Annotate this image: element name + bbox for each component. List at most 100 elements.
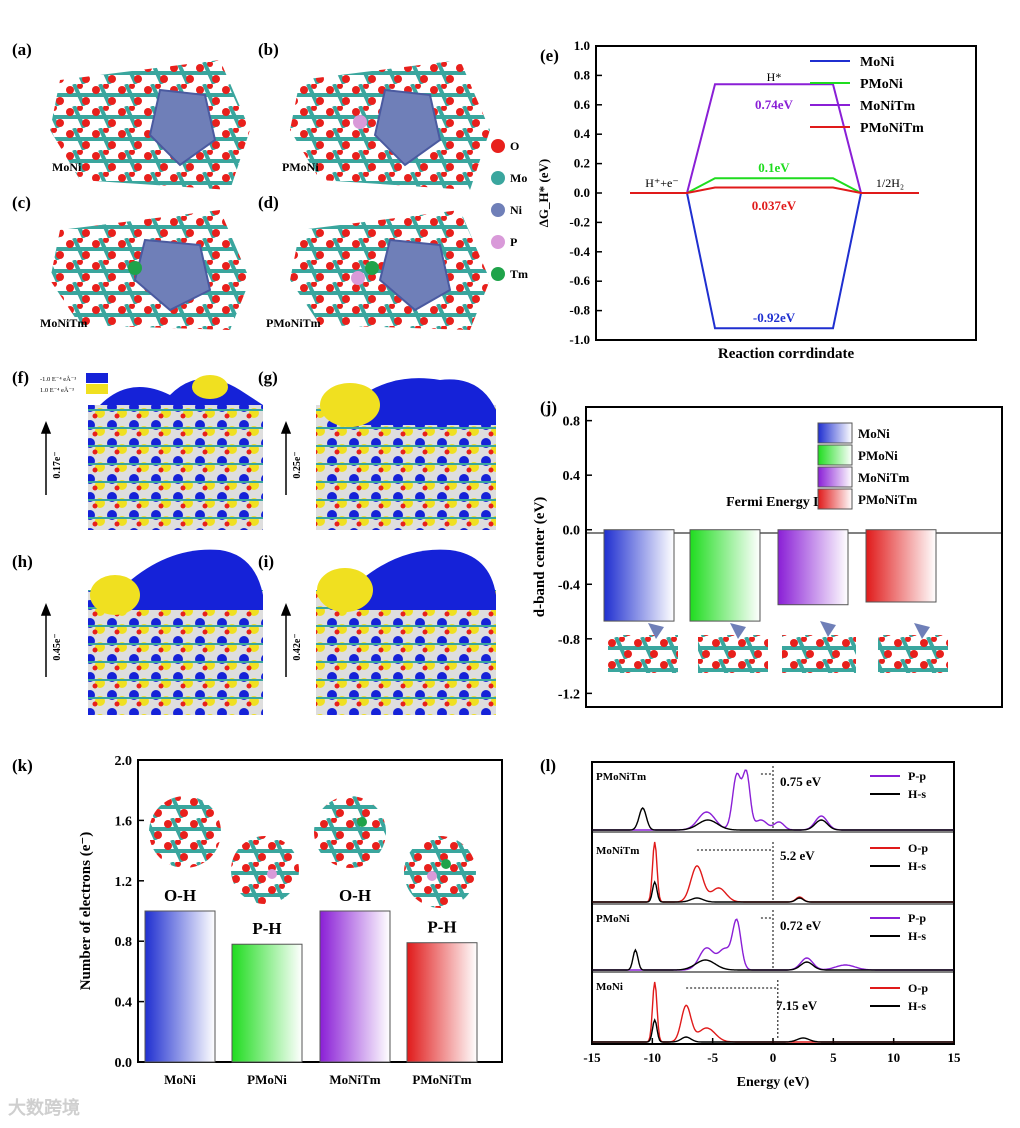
charge-f: 0.17e⁻ <box>52 451 63 478</box>
atom-label-tm: Tm <box>510 267 528 281</box>
structure-name-b: PMoNi <box>282 160 319 174</box>
k-bond-label: O-H <box>339 886 371 905</box>
watermark: 大数跨境 <box>8 1098 80 1119</box>
k-bond-label: P-H <box>427 918 456 937</box>
l-xtick-label: 0 <box>770 1050 777 1065</box>
j-structure-images <box>608 621 948 673</box>
l-xtick-label: -5 <box>707 1050 718 1065</box>
k-ytick-label: 1.2 <box>115 875 133 890</box>
l-name-monitm: MoNiTm <box>596 845 639 857</box>
e-label-monitm: 0.74eV <box>755 97 794 112</box>
j-legend: MoNi PMoNi MoNiTm PMoNiTm <box>817 422 917 510</box>
l-legends: P-p H-s O-p H-s P-p H-s O-p H-s <box>870 769 928 1013</box>
panel-label-f: (f) <box>12 368 29 387</box>
charge-density-art: 0.17e⁻ 0.25e⁻ 0.45e⁻ 0.42e⁻ -1.0 E⁻⁴ eÅ⁻… <box>40 373 496 715</box>
f-legend-pos: 1.0 E⁻⁴ eÅ⁻³ <box>40 386 74 394</box>
k-bar-pmonitm <box>406 942 478 1063</box>
panel-label-l: (l) <box>540 756 557 775</box>
e-xlabel: Reaction corrdindate <box>718 346 855 362</box>
k-bond-label: O-H <box>164 886 196 905</box>
panel-label-k: (k) <box>12 756 33 775</box>
l-curve-pmonitm-h <box>592 807 954 831</box>
ni-cluster-a <box>148 88 217 167</box>
e-state-right: 1/2H₂ <box>876 176 904 190</box>
j-bar-pmoni <box>689 529 761 622</box>
l-name-pmoni: PMoNi <box>596 913 630 925</box>
e-ytick-label: -0.2 <box>569 214 590 229</box>
e-label-moni: -0.92eV <box>753 310 796 325</box>
e-ytick-label: -0.8 <box>569 303 590 318</box>
e-ytick-label: 0.2 <box>574 156 590 171</box>
l-curve-pmoni-h <box>592 948 954 971</box>
panel-label-e: (e) <box>540 46 559 65</box>
atom-label-p: P <box>510 235 518 249</box>
e-legend-pmonitm: PMoNiTm <box>860 121 924 136</box>
e-label-pmonitm: 0.037eV <box>752 198 797 213</box>
panel-label-h: (h) <box>12 552 33 571</box>
l-xtick-label: -15 <box>583 1050 601 1065</box>
k-bar-moni <box>144 910 216 1063</box>
ni-cluster-b <box>373 88 442 167</box>
e-ytick-label: 0.6 <box>574 97 591 112</box>
structure-art <box>50 60 490 330</box>
e-line-moni <box>630 192 919 330</box>
l-name-moni: MoNi <box>596 981 623 993</box>
e-label-pmoni: 0.1eV <box>758 160 790 175</box>
e-legend-monitm: MoNiTm <box>860 99 916 114</box>
e-ytick-label: 0.8 <box>574 67 591 82</box>
l-legend-moni-2: H-s <box>908 999 926 1013</box>
l-gap-pmonitm: 0.75 eV <box>780 774 822 789</box>
l-xlabel: Energy (eV) <box>737 1075 810 1090</box>
panel-label-d: (d) <box>258 193 279 212</box>
j-ytick-label: 0.4 <box>563 469 581 484</box>
l-legend-pmoni-2: H-s <box>908 929 926 943</box>
l-legend-pmoni-1: P-p <box>908 911 926 925</box>
l-xtick-label: 5 <box>830 1050 837 1065</box>
j-ytick-label: -1.2 <box>558 687 580 702</box>
free-energy-chart: 1.0 0.8 0.6 0.4 0.2 0.0 -0.2 -0.4 -0.6 -0.8 -1.0 Δ… <box>536 38 977 362</box>
d-band-chart: 0.8 0.4 0.0 -0.4 -0.8 -1.2 d-band center (eV)… <box>532 406 1003 708</box>
structure-name-a: MoNi <box>52 160 82 174</box>
k-ytick-label: 0.0 <box>115 1056 133 1071</box>
j-bar-pmonitm <box>865 529 937 603</box>
l-legend-moni-1: O-p <box>908 981 928 995</box>
f-legend-neg: -1.0 E⁻⁴ eÅ⁻³ <box>40 375 76 383</box>
panel-label-g: (g) <box>258 368 278 387</box>
atom-legend-dots <box>491 139 505 281</box>
e-line-pmonitm <box>630 186 919 194</box>
k-insets <box>149 796 476 908</box>
panel-label-i: (i) <box>258 552 275 571</box>
j-bar-moni <box>603 529 675 622</box>
l-legend-pmonitm-2: H-s <box>908 787 926 801</box>
k-ytick-label: 2.0 <box>115 754 133 769</box>
k-ytick-label: 1.6 <box>115 814 133 829</box>
e-state-mid: H* <box>767 70 782 84</box>
l-xtick-label: 15 <box>948 1050 962 1065</box>
panel-label-a: (a) <box>12 40 32 59</box>
ni-cluster-d <box>378 238 452 312</box>
structure-name-c: MoNiTm <box>40 316 88 330</box>
l-name-pmonitm: PMoNiTm <box>596 771 646 783</box>
e-ytick-label: 1.0 <box>574 38 590 53</box>
structure-name-d: PMoNiTm <box>266 316 321 330</box>
electron-count-chart: 0.0 0.4 0.8 1.2 1.6 2.0 O-H MoNi P-H PMoNi O-H MoN… <box>78 754 503 1087</box>
atom-label-o: O <box>510 139 520 153</box>
k-ytick-label: 0.8 <box>115 935 133 950</box>
k-category-label: PMoNiTm <box>412 1072 471 1087</box>
k-bond-label: P-H <box>252 919 281 938</box>
j-legend-monitm: MoNiTm <box>858 470 909 485</box>
e-ytick-label: 0.4 <box>574 126 591 141</box>
k-bar-pmoni <box>231 943 303 1063</box>
l-curve-moni-p <box>592 981 954 1043</box>
charge-g: 0.25e⁻ <box>292 451 303 478</box>
panel-label-b: (b) <box>258 40 279 59</box>
charge-i: 0.42e⁻ <box>292 633 303 660</box>
l-gap-pmoni: 0.72 eV <box>780 918 822 933</box>
j-legend-moni: MoNi <box>858 426 890 441</box>
j-ytick-label: -0.8 <box>558 633 580 648</box>
j-ytick-label: -0.4 <box>558 578 580 593</box>
l-legend-pmonitm-1: P-p <box>908 769 926 783</box>
j-legend-pmoni: PMoNi <box>858 448 898 463</box>
e-legend-moni: MoNi <box>860 55 894 70</box>
k-category-label: PMoNi <box>247 1072 287 1087</box>
